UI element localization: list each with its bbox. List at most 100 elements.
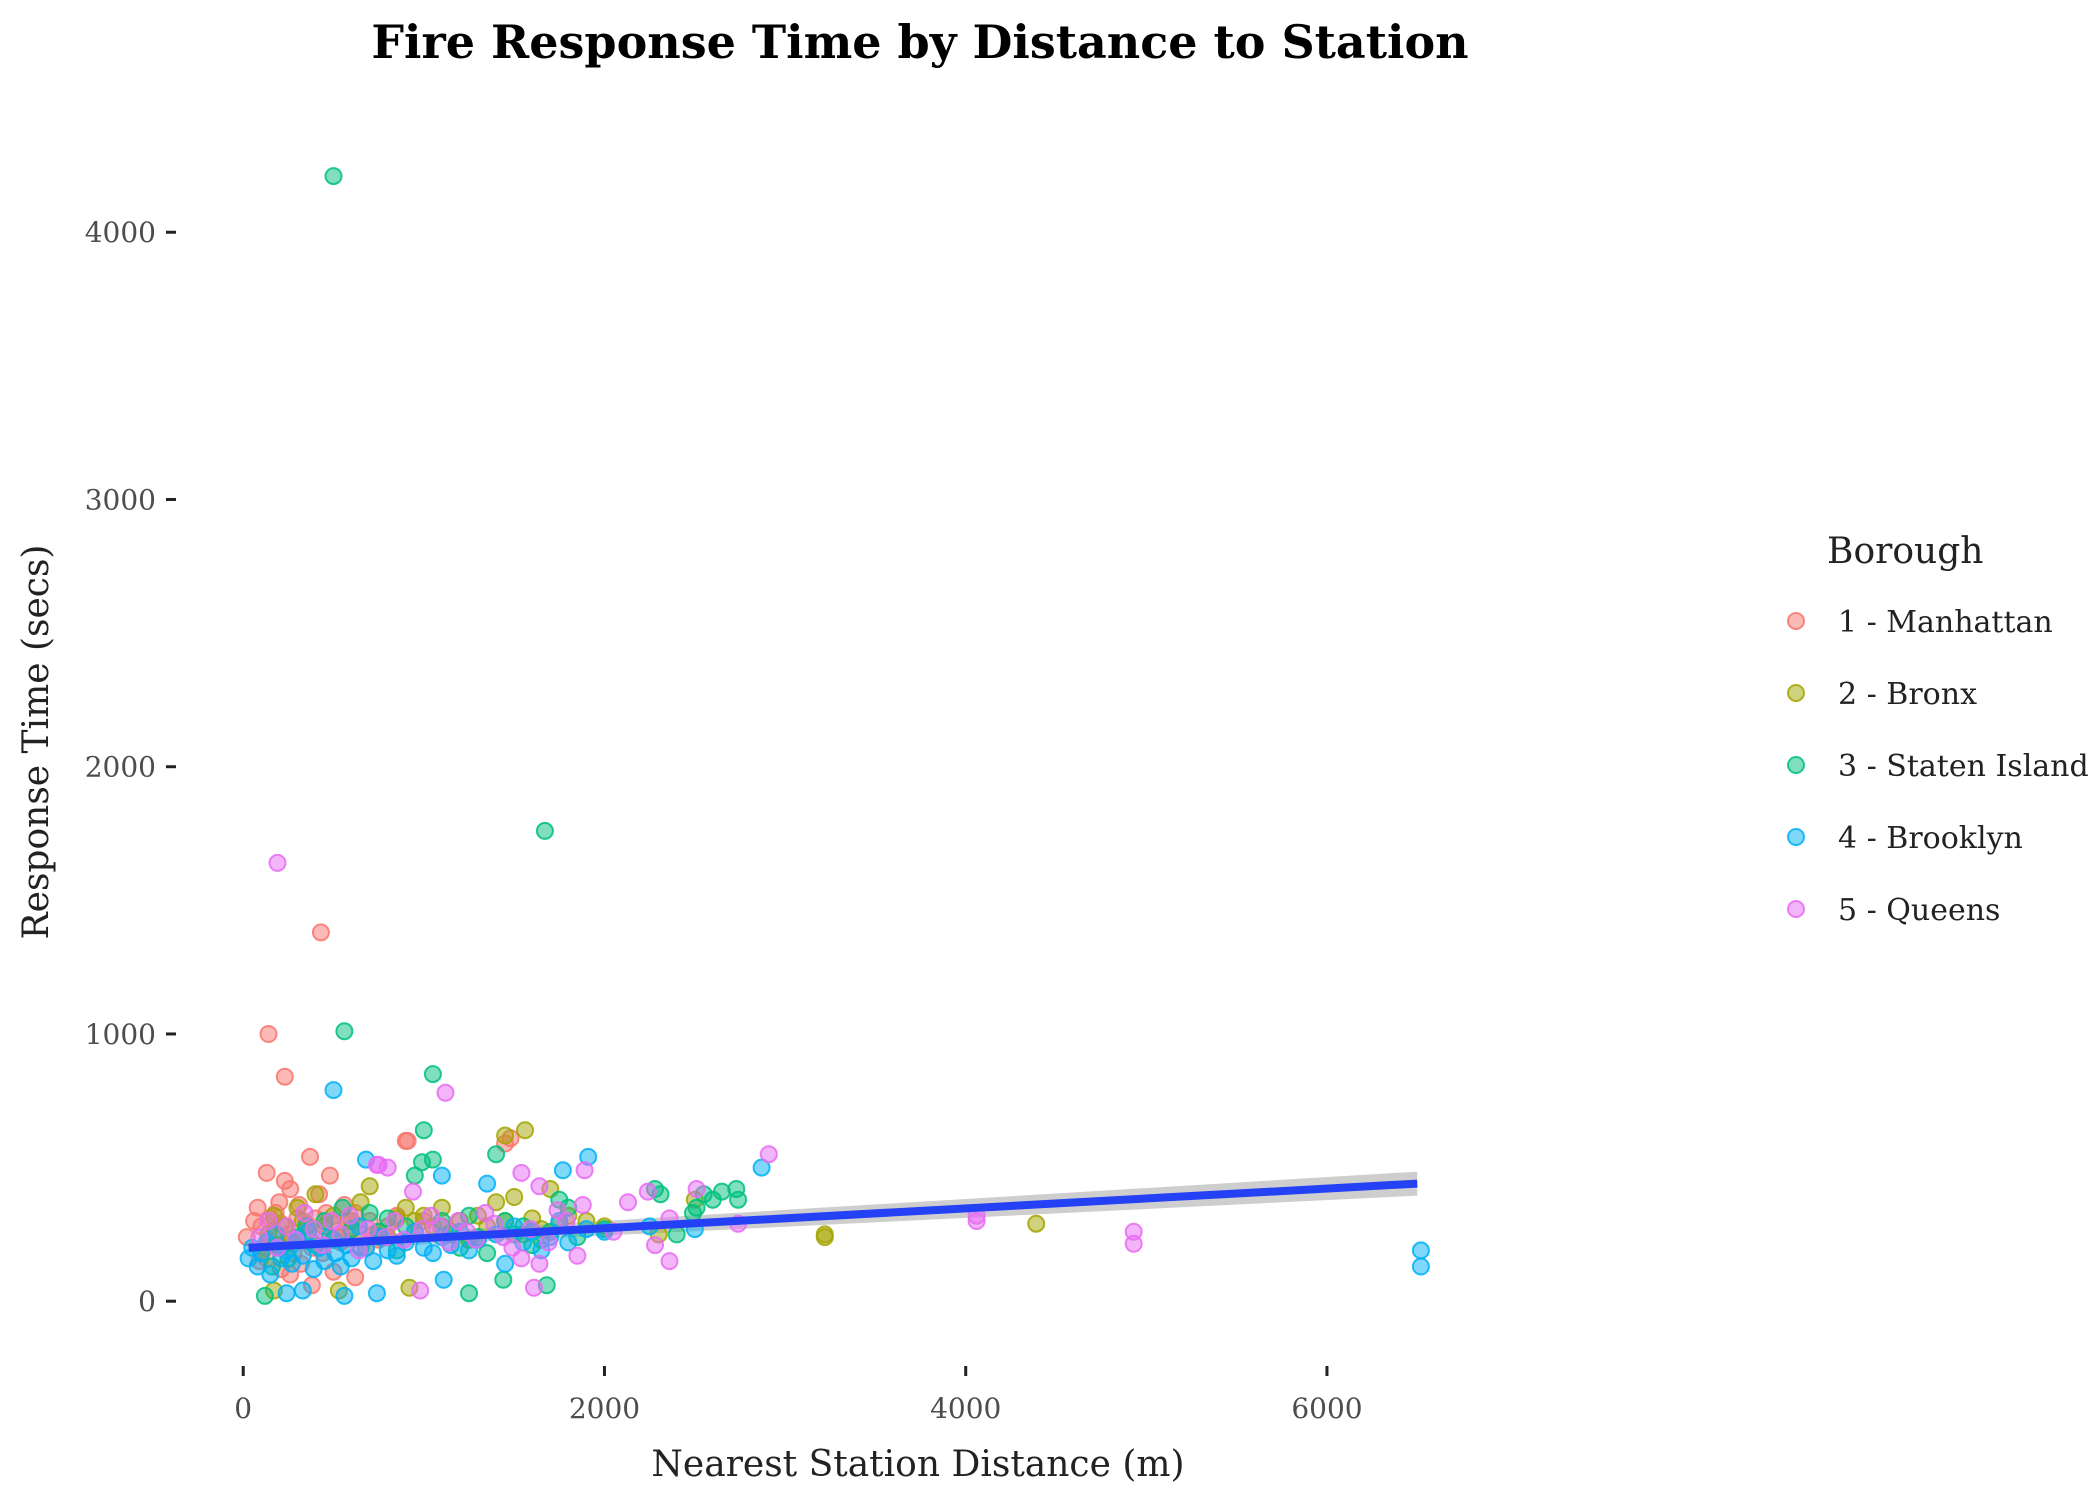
legend-label: 2 - Bronx: [1838, 677, 1977, 712]
data-point: [530, 1254, 549, 1273]
data-point: [667, 1225, 686, 1244]
data-point: [478, 1174, 497, 1193]
data-point: [516, 1121, 534, 1140]
data-point: [324, 1081, 343, 1100]
data-point: [553, 1161, 572, 1180]
data-point: [322, 1212, 341, 1230]
data-point: [261, 1265, 280, 1284]
data-point: [712, 1182, 731, 1201]
y-tick-label: 1000: [85, 1018, 156, 1051]
data-point: [257, 1163, 276, 1182]
data-point: [575, 1161, 594, 1180]
data-point: [293, 1246, 312, 1265]
y-tick-label: 3000: [85, 483, 156, 516]
data-point: [259, 1025, 278, 1043]
data-point: [487, 1193, 506, 1212]
data-point: [340, 1206, 359, 1225]
data-point: [306, 1185, 325, 1204]
data-point: [293, 1281, 312, 1300]
data-point: [752, 1158, 771, 1177]
data-point: [346, 1268, 365, 1287]
data-point: [387, 1246, 406, 1265]
data-point: [360, 1177, 379, 1196]
data-point: [619, 1193, 637, 1212]
data-point: [385, 1212, 404, 1230]
data-point: [250, 1228, 269, 1247]
data-point: [496, 1254, 515, 1273]
data-point: [398, 1131, 417, 1150]
data-point: [1124, 1234, 1143, 1253]
data-point: [304, 1220, 323, 1239]
series-5: [250, 853, 1143, 1300]
data-point: [559, 1233, 578, 1252]
y-tick-label: 0: [138, 1285, 156, 1318]
data-point: [1411, 1241, 1430, 1260]
data-point: [539, 1233, 558, 1252]
data-point: [478, 1244, 497, 1263]
data-point: [277, 1217, 296, 1236]
data-point: [494, 1270, 513, 1289]
data-point: [411, 1281, 430, 1300]
data-point: [268, 853, 287, 872]
data-point: [535, 821, 554, 840]
data-point: [335, 1286, 354, 1305]
data-point: [281, 1180, 300, 1198]
legend-marker: [1787, 684, 1805, 702]
x-tick-label: 4000: [930, 1392, 1001, 1425]
chart-title: Fire Response Time by Distance to Statio…: [371, 15, 1468, 69]
y-axis: 0 1000 2000 3000 4000: [85, 216, 176, 1318]
data-point: [660, 1252, 679, 1271]
data-point: [434, 1270, 453, 1289]
trend-line: [248, 1179, 1418, 1252]
trend-line-layer: [248, 1179, 1418, 1252]
data-point: [404, 1182, 422, 1201]
data-point: [378, 1158, 397, 1177]
data-point: [413, 1153, 431, 1172]
data-point: [512, 1249, 531, 1268]
legend-marker: [1787, 612, 1805, 630]
data-point: [360, 1204, 379, 1222]
data-point: [367, 1284, 386, 1303]
x-axis-label: Nearest Station Distance (m): [651, 1444, 1184, 1485]
data-point: [423, 1065, 442, 1084]
data-point: [525, 1278, 543, 1297]
data-point: [423, 1244, 442, 1263]
data-point: [277, 1284, 296, 1303]
data-point: [324, 167, 343, 186]
data-point: [295, 1204, 314, 1222]
data-point: [815, 1225, 834, 1244]
x-tick-label: 6000: [1291, 1392, 1362, 1425]
data-point: [487, 1145, 506, 1164]
data-point: [759, 1145, 778, 1164]
data-point: [335, 1022, 354, 1041]
legend-label: 4 - Brooklyn: [1838, 821, 2023, 856]
data-point: [573, 1196, 592, 1214]
data-point: [505, 1188, 524, 1206]
data-point: [646, 1236, 664, 1255]
y-tick-label: 4000: [85, 216, 156, 249]
y-tick-label: 2000: [85, 751, 156, 784]
data-point: [259, 1212, 278, 1230]
data-point: [1027, 1214, 1046, 1233]
data-point: [1411, 1257, 1430, 1276]
legend-marker: [1787, 900, 1805, 918]
data-point: [248, 1198, 267, 1217]
data-point: [496, 1126, 515, 1145]
legend-marker: [1787, 828, 1805, 846]
legend-label: 5 - Queens: [1838, 893, 2000, 928]
data-point: [460, 1284, 478, 1303]
data-point: [568, 1246, 587, 1265]
data-point: [364, 1252, 383, 1271]
legend-label: 3 - Staten Island: [1838, 749, 2089, 784]
points-layer: [237, 167, 1430, 1305]
data-point: [512, 1163, 531, 1182]
x-tick-label: 0: [234, 1392, 252, 1425]
x-axis: 0 2000 4000 6000: [234, 1366, 1363, 1425]
data-point: [436, 1083, 455, 1102]
data-point: [320, 1166, 339, 1185]
x-tick-label: 2000: [569, 1392, 640, 1425]
data-point: [301, 1147, 319, 1166]
data-point: [729, 1190, 748, 1209]
data-point: [431, 1217, 450, 1236]
